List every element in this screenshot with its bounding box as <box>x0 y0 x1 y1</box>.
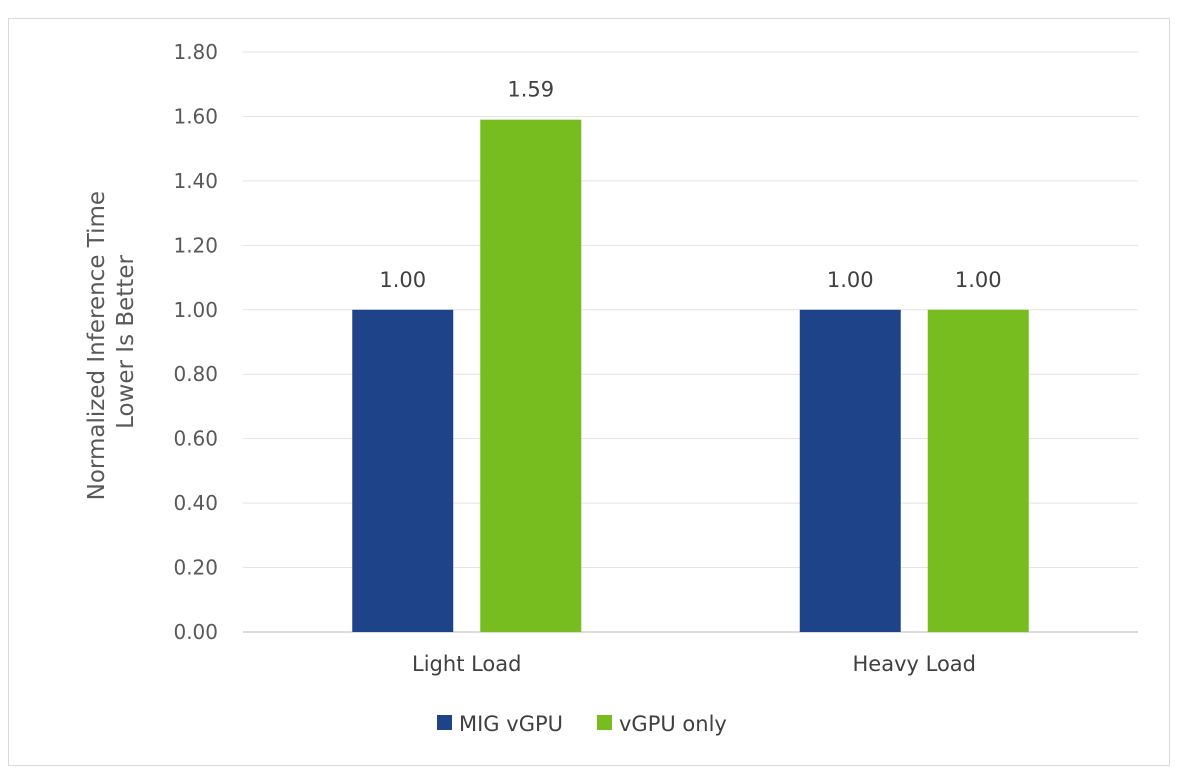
bar-mig-vgpu-light-load <box>352 309 454 632</box>
x-category-label: Light Load <box>412 652 521 676</box>
legend-label-mig-vgpu: MIG vGPU <box>459 712 563 736</box>
y-tick-label: 1.40 <box>173 169 218 193</box>
data-label: 1.00 <box>955 268 1002 292</box>
x-axis-categories: Light Load Heavy Load <box>412 652 976 676</box>
y-axis-ticks: 0.00 0.20 0.40 0.60 0.80 1.00 1.20 1.40 1.60 1.80 <box>173 40 218 644</box>
y-tick-label: 0.20 <box>173 556 218 580</box>
y-axis-title-line-2: Lower Is Better <box>113 255 139 429</box>
data-label: 1.00 <box>379 268 426 292</box>
x-category-label: Heavy Load <box>853 652 977 676</box>
y-tick-label: 0.00 <box>173 620 218 644</box>
data-label: 1.59 <box>507 78 554 102</box>
bar-vgpu-only-light-load <box>480 119 582 632</box>
legend-label-vgpu-only: vGPU only <box>619 712 727 736</box>
legend: MIG vGPU vGPU only <box>437 712 727 736</box>
y-axis-title: Normalized Inference Time Lower Is Bette… <box>84 184 139 501</box>
bar-mig-vgpu-heavy-load <box>799 309 901 632</box>
data-labels: 1.00 1.59 1.00 1.00 <box>379 78 1001 292</box>
legend-swatch-mig-vgpu <box>437 715 452 730</box>
bar-vgpu-only-heavy-load <box>927 309 1029 632</box>
y-tick-label: 0.80 <box>173 362 218 386</box>
y-tick-label: 1.80 <box>173 40 218 64</box>
y-tick-label: 0.40 <box>173 491 218 515</box>
bars <box>352 119 1029 632</box>
y-tick-label: 1.00 <box>173 298 218 322</box>
y-tick-label: 1.60 <box>173 104 218 128</box>
y-tick-label: 0.60 <box>173 427 218 451</box>
legend-swatch-vgpu-only <box>597 715 612 730</box>
y-axis-title-line-1: Normalized Inference Time <box>84 191 110 500</box>
y-tick-label: 1.20 <box>173 233 218 257</box>
data-label: 1.00 <box>827 268 874 292</box>
